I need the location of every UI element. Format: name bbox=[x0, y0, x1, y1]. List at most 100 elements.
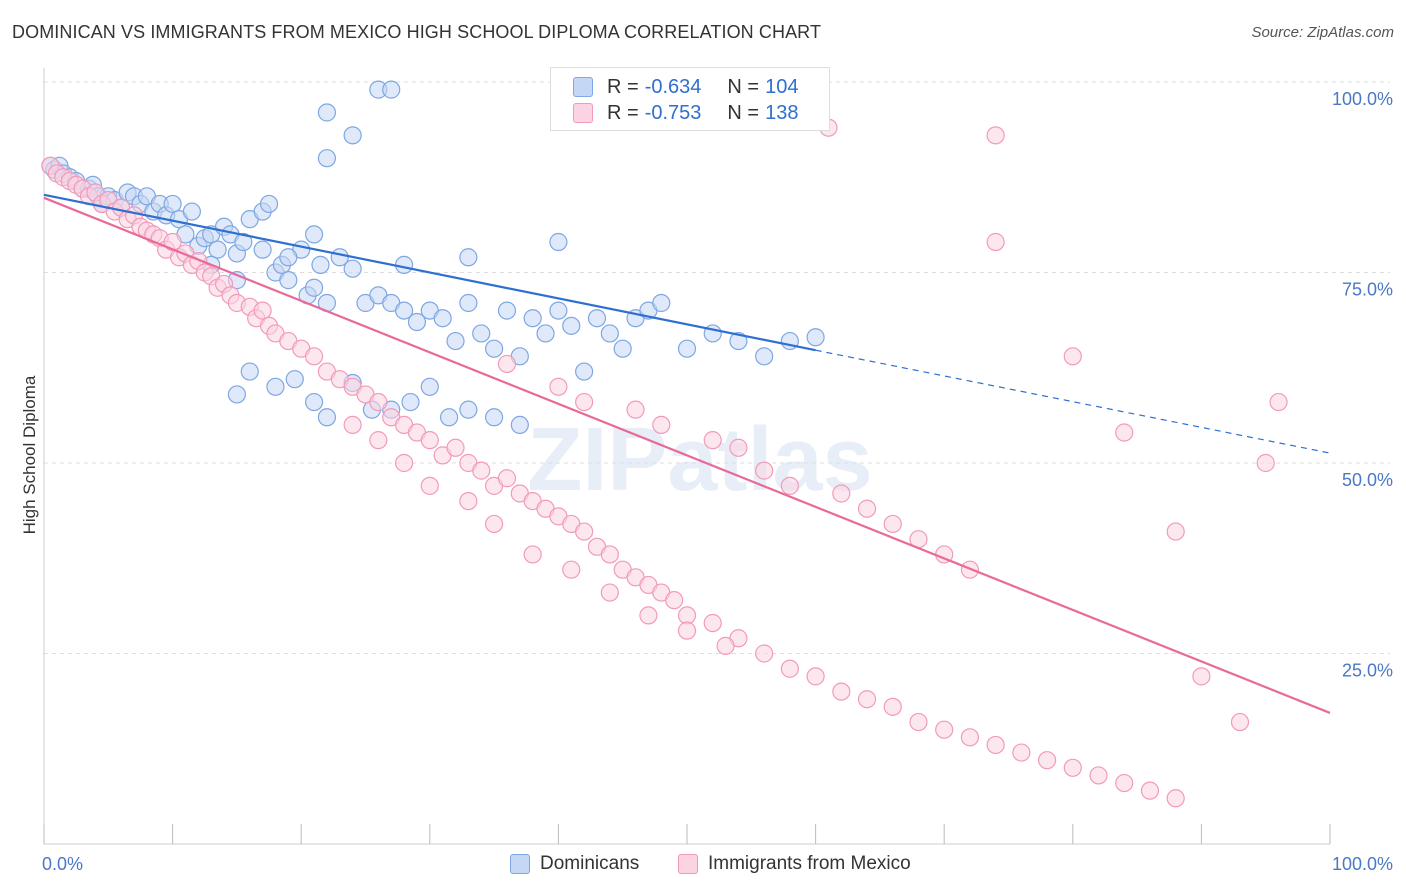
point-dominicans-72 bbox=[729, 331, 748, 351]
point-mexico-84 bbox=[1140, 781, 1160, 800]
point-mexico-72 bbox=[832, 682, 851, 701]
series-mexico bbox=[41, 118, 1288, 808]
point-mexico-78 bbox=[986, 735, 1005, 755]
r-label: R = bbox=[607, 101, 639, 124]
point-mexico-119 bbox=[420, 476, 439, 495]
point-dominicans-70 bbox=[677, 339, 697, 358]
legend-item-dominicans[interactable]: Dominicans bbox=[510, 852, 639, 876]
point-mexico-98 bbox=[575, 392, 594, 412]
point-mexico-79 bbox=[1012, 743, 1031, 762]
point-dominicans-89 bbox=[485, 408, 504, 427]
point-dominicans-95 bbox=[317, 149, 337, 168]
point-dominicans-52 bbox=[433, 309, 452, 328]
point-mexico-91 bbox=[1166, 522, 1185, 541]
point-dominicans-78 bbox=[266, 377, 285, 396]
point-mexico-42 bbox=[369, 392, 388, 412]
tick-labels: 25.0% 50.0% 75.0% 100.0% 0.0% 100.0% bbox=[42, 89, 1393, 874]
trend-line-dominicans-extension bbox=[815, 349, 1331, 454]
point-dominicans-66 bbox=[613, 339, 632, 358]
point-mexico-52 bbox=[497, 469, 517, 488]
point-dominicans-98 bbox=[253, 240, 272, 259]
point-dominicans-54 bbox=[459, 293, 478, 313]
legend-swatch-mexico bbox=[678, 854, 698, 874]
point-dominicans-81 bbox=[317, 408, 337, 427]
legend-swatch-dominicans bbox=[510, 854, 530, 874]
point-mexico-100 bbox=[652, 415, 671, 434]
point-mexico-76 bbox=[935, 720, 954, 739]
x-tick-label-left: 0.0% bbox=[42, 854, 83, 874]
point-mexico-101 bbox=[703, 431, 722, 450]
point-mexico-116 bbox=[639, 606, 658, 625]
point-mexico-83 bbox=[1115, 773, 1134, 793]
point-dominicans-53 bbox=[446, 331, 465, 351]
point-mexico-85 bbox=[1166, 789, 1185, 808]
point-mexico-106 bbox=[857, 499, 877, 518]
r-label: R = bbox=[607, 75, 639, 98]
point-mexico-90 bbox=[1115, 423, 1134, 442]
trend-line-mexico bbox=[43, 196, 1331, 714]
n-label: N = bbox=[727, 75, 760, 98]
point-dominicans-103 bbox=[549, 232, 568, 252]
point-mexico-113 bbox=[523, 545, 542, 564]
point-mexico-81 bbox=[1063, 758, 1082, 777]
point-dominicans-62 bbox=[562, 316, 581, 335]
point-mexico-46 bbox=[420, 431, 439, 450]
point-dominicans-101 bbox=[394, 255, 414, 274]
point-dominicans-45 bbox=[343, 259, 362, 278]
point-dominicans-38 bbox=[279, 271, 298, 290]
point-dominicans-55 bbox=[472, 324, 491, 343]
legend-label-dominicans: Dominicans bbox=[540, 853, 640, 874]
r-value: -0.634 bbox=[644, 75, 702, 98]
point-mexico-73 bbox=[857, 690, 877, 709]
point-mexico-122 bbox=[343, 415, 362, 434]
point-dominicans-86 bbox=[420, 377, 439, 396]
point-mexico-114 bbox=[562, 560, 581, 579]
point-dominicans-42 bbox=[311, 255, 330, 274]
point-mexico-50 bbox=[472, 461, 491, 480]
point-mexico-97 bbox=[549, 377, 568, 396]
point-mexico-89 bbox=[1063, 347, 1082, 366]
chart-title: DOMINICAN VS IMMIGRANTS FROM MEXICO HIGH… bbox=[12, 22, 822, 42]
point-dominicans-28 bbox=[208, 240, 227, 259]
legend-item-mexico[interactable]: Immigrants from Mexico bbox=[678, 852, 911, 876]
point-mexico-60 bbox=[600, 545, 619, 564]
point-mexico-80 bbox=[1037, 751, 1057, 770]
point-dominicans-56 bbox=[485, 339, 504, 358]
point-dominicans-99 bbox=[279, 248, 298, 267]
point-mexico-111 bbox=[459, 492, 478, 511]
point-dominicans-50 bbox=[407, 312, 427, 332]
point-mexico-69 bbox=[755, 644, 774, 663]
point-mexico-93 bbox=[1230, 712, 1250, 732]
trend-lines bbox=[43, 193, 1331, 714]
point-mexico-58 bbox=[575, 522, 594, 541]
point-dominicans-59 bbox=[523, 309, 542, 328]
point-mexico-107 bbox=[883, 514, 902, 534]
point-dominicans-65 bbox=[600, 324, 619, 343]
point-dominicans-63 bbox=[575, 362, 594, 381]
point-dominicans-90 bbox=[510, 415, 529, 434]
y-tick-label: 50.0% bbox=[1342, 470, 1393, 490]
point-mexico-65 bbox=[665, 591, 684, 610]
swatch-mexico bbox=[573, 103, 593, 123]
legend-label-mexico: Immigrants from Mexico bbox=[708, 853, 911, 874]
point-mexico-37 bbox=[304, 347, 324, 366]
source-label: Source: ZipAtlas.com bbox=[1251, 24, 1394, 41]
n-label: N = bbox=[727, 101, 760, 124]
x-tick-label-right: 100.0% bbox=[1332, 854, 1393, 874]
point-mexico-92 bbox=[1192, 667, 1211, 686]
series-dominicans bbox=[41, 80, 825, 434]
point-dominicans-35 bbox=[259, 194, 279, 214]
point-dominicans-69 bbox=[652, 293, 671, 313]
point-dominicans-75 bbox=[806, 328, 825, 347]
point-mexico-48 bbox=[446, 438, 465, 457]
point-mexico-66 bbox=[677, 606, 697, 625]
point-dominicans-80 bbox=[304, 392, 324, 412]
point-mexico-120 bbox=[394, 453, 414, 473]
y-tick-label: 75.0% bbox=[1342, 280, 1393, 300]
point-dominicans-77 bbox=[240, 362, 259, 381]
point-mexico-71 bbox=[806, 667, 825, 686]
n-value: 104 bbox=[765, 75, 799, 98]
point-dominicans-57 bbox=[497, 301, 517, 320]
point-mexico-112 bbox=[485, 514, 504, 534]
